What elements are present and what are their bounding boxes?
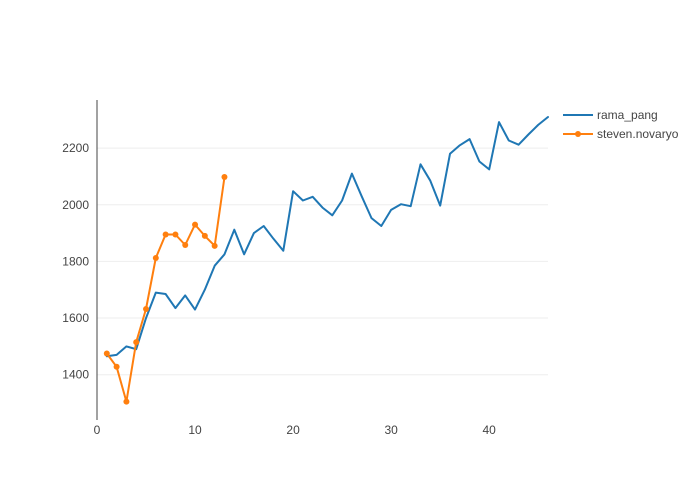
y-tick-label: 1400 bbox=[62, 368, 89, 382]
gridlines bbox=[97, 147, 548, 376]
y-tick-label: 2000 bbox=[62, 198, 89, 212]
series-line bbox=[105, 176, 226, 403]
data-point[interactable] bbox=[182, 241, 189, 248]
data-point[interactable] bbox=[192, 221, 199, 228]
series-lines bbox=[103, 116, 549, 405]
data-point[interactable] bbox=[113, 363, 120, 370]
data-point[interactable] bbox=[152, 255, 159, 262]
series-line bbox=[105, 116, 549, 358]
legend[interactable]: rama_pang steven.novaryo bbox=[563, 108, 679, 141]
y-tick-label: 1800 bbox=[62, 254, 89, 268]
legend-item[interactable]: steven.novaryo bbox=[563, 127, 679, 141]
data-point[interactable] bbox=[123, 398, 130, 405]
series-rama-pang bbox=[105, 116, 549, 358]
x-tick-label: 30 bbox=[384, 423, 398, 437]
legend-item[interactable]: rama_pang bbox=[563, 108, 658, 122]
data-point[interactable] bbox=[133, 339, 140, 346]
data-point[interactable] bbox=[162, 231, 169, 238]
data-point[interactable] bbox=[172, 231, 179, 238]
legend-marker bbox=[575, 131, 581, 137]
legend-label: steven.novaryo bbox=[597, 127, 679, 141]
y-axis-ticks: 1400 1600 1800 2000 2200 bbox=[62, 141, 89, 382]
x-tick-label: 40 bbox=[482, 423, 496, 437]
y-tick-label: 2200 bbox=[62, 141, 89, 155]
x-tick-label: 10 bbox=[188, 423, 202, 437]
data-point[interactable] bbox=[221, 174, 228, 181]
legend-label: rama_pang bbox=[597, 108, 658, 122]
x-axis-ticks: 0 10 20 30 40 bbox=[94, 423, 497, 437]
x-tick-label: 0 bbox=[94, 423, 101, 437]
series-steven-novaryo bbox=[103, 174, 228, 405]
data-point[interactable] bbox=[211, 242, 218, 249]
x-tick-label: 20 bbox=[286, 423, 300, 437]
y-tick-label: 1600 bbox=[62, 311, 89, 325]
data-point[interactable] bbox=[143, 305, 150, 312]
data-point[interactable] bbox=[201, 232, 208, 239]
data-point[interactable] bbox=[103, 350, 110, 357]
